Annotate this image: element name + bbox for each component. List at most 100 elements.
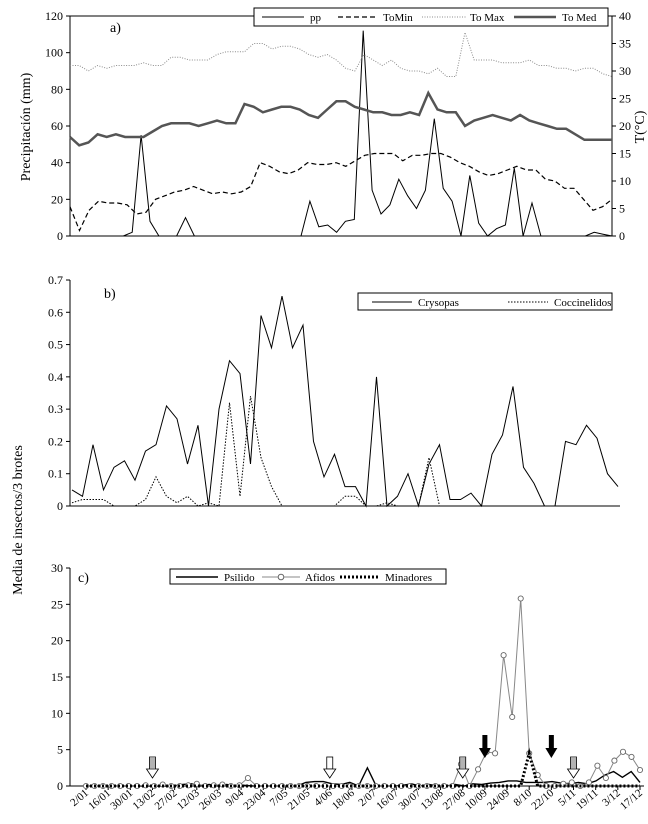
c-xtick-label: 27/02: [153, 787, 180, 812]
c-xtick-label: 27/08: [441, 787, 468, 813]
a-ytick-left-label: 120: [45, 9, 63, 23]
panel-a-frame: [69, 15, 613, 237]
a-ytick-left-label: 80: [51, 82, 63, 96]
panel-a-ylabel-left: Precipitación (mm): [19, 72, 34, 181]
c-xtick-label: 21/05: [286, 787, 313, 813]
c-ytick-label: 20: [51, 634, 63, 648]
a-ytick-right-label: 10: [619, 174, 631, 188]
b-ytick-label: 0.5: [48, 338, 63, 352]
c-xtick-label: 13/02: [130, 787, 157, 812]
afidos-point: [475, 766, 482, 773]
b-ytick-label: 0.6: [48, 305, 63, 319]
a-ytick-right-label: 30: [619, 64, 631, 78]
series-tmin: [69, 152, 613, 233]
series-psilido: [86, 766, 641, 787]
b-ytick-label: 0.4: [48, 370, 63, 384]
hollow-arrow-icon: [323, 756, 337, 779]
legend-minadores-label: Minadores: [385, 572, 432, 584]
legend-tmin-label: ToMin: [383, 12, 413, 24]
afidos-point: [619, 748, 627, 755]
a-ytick-right-label: 25: [619, 92, 631, 106]
c-xtick-label: 13/08: [419, 787, 446, 813]
legend-coccinelidos-label: Coccinelidos: [554, 297, 611, 309]
panel-b-series: [71, 296, 619, 508]
panel-b-legend: Crysopas Coccinelidos: [357, 292, 613, 311]
panel-b-yticks: 0 0.1 0.2 0.3 0.4 0.5 0.6 0.7: [48, 273, 70, 513]
a-ytick-right-label: 15: [619, 147, 631, 161]
panel-c: c) Media de insectos/3 brotes 0 5 10 15 20 25…: [11, 445, 645, 812]
series-tmed: [69, 90, 612, 147]
afidos-point: [568, 779, 575, 786]
c-xtick-label: 23/04: [241, 787, 268, 813]
afidos-point: [517, 595, 524, 602]
b-ytick-label: 0.7: [48, 273, 63, 287]
panel-a-series: [69, 30, 613, 237]
c-ytick-label: 10: [51, 706, 63, 720]
hatched-arrow-icon: [455, 756, 470, 779]
legend-afidos-marker: [277, 573, 285, 581]
panel-c-legend: Psilido Afidos Minadores: [169, 568, 447, 585]
afidos-point: [492, 750, 499, 757]
b-ytick-label: 0.2: [48, 434, 63, 448]
a-ytick-right-label: 35: [619, 37, 631, 51]
c-xtick-label: 16/07: [374, 787, 401, 813]
panel-c-ylabel: Media de insectos/3 brotes: [11, 445, 26, 595]
panel-a: a) Precipitación (mm) T(°C) 020406080100…: [19, 7, 648, 243]
c-xtick-label: 24/09: [485, 787, 512, 813]
afidos-point: [611, 757, 618, 764]
afidos-point: [500, 652, 507, 659]
series-crysopas: [71, 296, 619, 508]
legend-tmed-label: To Med: [562, 12, 597, 24]
panel-a-legend: pp ToMin To Max To Med: [253, 7, 609, 27]
panel-b: b) 0 0.1 0.2 0.3 0.4 0.5 0.6 0.7 Crysopas Cocci…: [48, 273, 620, 513]
afidos-point: [628, 753, 635, 760]
panel-a-yticks-right: 0 5 10 15 20 25 30 35 40: [612, 9, 631, 243]
c-xtick-label: 30/01: [108, 787, 135, 812]
solid-arrow-icon: [478, 735, 491, 758]
panel-c-yticks: 0 5 10 15 20 25 30: [51, 561, 70, 793]
series-minadores: [86, 747, 640, 788]
series-coccinelidos: [71, 396, 618, 507]
panel-c-series: [82, 595, 644, 790]
panel-a-label: a): [110, 21, 121, 36]
panel-a-yticks-left: 0 20 40 60 80 100 120: [45, 9, 70, 243]
series-afidos: [86, 598, 641, 788]
c-xtick-label: 10/09: [463, 787, 490, 813]
c-xtick-label: 12/03: [175, 787, 202, 813]
a-ytick-left-label: 20: [51, 192, 63, 206]
a-ytick-left-label: 40: [51, 156, 63, 170]
c-ytick-label: 15: [51, 670, 63, 684]
c-xtick-label: 30/07: [396, 787, 423, 813]
c-ytick-label: 0: [57, 779, 63, 793]
c-xtick-label: 26/03: [197, 787, 224, 813]
panel-c-legend-box: [169, 568, 447, 585]
c-xtick-label: 18/06: [330, 787, 357, 813]
c-xtick-label: 16/01: [86, 787, 113, 812]
a-ytick-right-label: 5: [619, 202, 625, 216]
a-ytick-left-label: 0: [57, 229, 63, 243]
panel-b-legend-box: [357, 292, 613, 311]
series-pp: [70, 30, 613, 237]
legend-afidos-label: Afidos: [305, 572, 335, 584]
c-xtick-label: 17/12: [618, 787, 645, 812]
afidos-point: [594, 762, 601, 769]
afidos-point: [244, 774, 251, 782]
a-ytick-right-label: 20: [619, 119, 631, 133]
legend-psilido-label: Psilido: [224, 572, 255, 584]
afidos-point: [585, 779, 592, 786]
b-ytick-label: 0: [57, 499, 63, 513]
afidos-point: [636, 766, 644, 774]
afidos-point: [602, 774, 609, 782]
panel-b-label: b): [104, 287, 116, 302]
hatched-arrow-icon: [145, 756, 160, 779]
legend-pp-label: pp: [310, 12, 322, 24]
hatched-arrow-icon: [566, 756, 581, 779]
c-ytick-label: 30: [51, 561, 63, 575]
a-ytick-left-label: 60: [51, 119, 63, 133]
a-ytick-left-label: 100: [45, 46, 63, 60]
panel-a-legend-box: [253, 7, 609, 27]
b-ytick-label: 0.1: [48, 467, 63, 481]
panel-c-label: c): [78, 571, 89, 586]
